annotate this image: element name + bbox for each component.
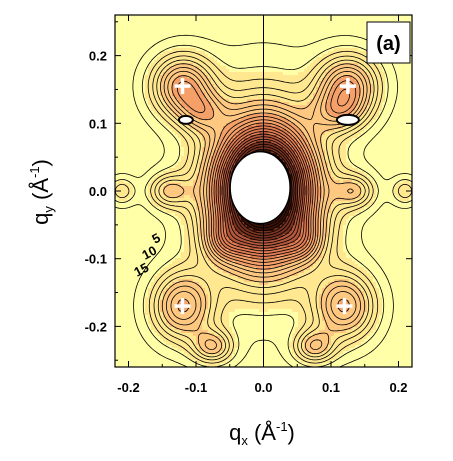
contour-level-labels: 5 10 15 bbox=[131, 230, 162, 280]
hole-left bbox=[177, 114, 194, 125]
contour-line-5 bbox=[160, 63, 371, 355]
x-axis-title: qx (Å-1) bbox=[229, 419, 295, 448]
x-tick-label-2: 0.0 bbox=[254, 380, 272, 395]
contour-line-13 bbox=[217, 128, 310, 254]
x-axis-title-unit: (Å bbox=[248, 420, 276, 445]
contour-line-16 bbox=[223, 136, 304, 246]
contour-line-12 bbox=[215, 125, 312, 257]
contour-line-19 bbox=[229, 143, 299, 239]
y-tick-label-2: 0.0 bbox=[89, 184, 107, 199]
contour-line-1 bbox=[115, 44, 412, 367]
contour-line-15 bbox=[221, 133, 306, 249]
x-axis-title-symbol: q bbox=[229, 420, 241, 445]
x-tick-label-0: -0.2 bbox=[117, 380, 139, 395]
contour-lines bbox=[115, 34, 412, 367]
hole-right bbox=[335, 113, 360, 126]
y-axis-title-unit: (Å bbox=[28, 178, 53, 206]
contour-line-10 bbox=[211, 88, 350, 263]
x-axis-title-subscript: x bbox=[241, 433, 248, 448]
contour-line-9 bbox=[176, 80, 357, 266]
contour-line-0 bbox=[115, 34, 412, 367]
x-tick-label-4: 0.2 bbox=[389, 380, 407, 395]
contour-line-7 bbox=[167, 70, 365, 320]
contour-line-11 bbox=[213, 122, 314, 260]
x-tick-label-1: -0.1 bbox=[185, 380, 207, 395]
x-tick-label-3: 0.1 bbox=[322, 380, 340, 395]
contour-level-label-10: 10 bbox=[139, 243, 159, 263]
contour-line-17 bbox=[225, 138, 302, 244]
contour-level-label-15: 15 bbox=[131, 260, 151, 280]
beamstop bbox=[229, 150, 291, 225]
overlays bbox=[174, 15, 360, 367]
panel-label: (a) bbox=[376, 33, 400, 55]
y-axis-title-close: ) bbox=[28, 159, 53, 166]
y-tick-label-3: -0.1 bbox=[85, 252, 107, 267]
contour-line-14 bbox=[219, 131, 308, 252]
y-tick-label-1: 0.1 bbox=[89, 116, 107, 131]
contour-line-2 bbox=[115, 50, 412, 364]
y-axis-title-subscript: y bbox=[41, 206, 56, 213]
contour-line-18 bbox=[227, 141, 300, 241]
contour-line-3 bbox=[152, 55, 379, 361]
x-axis-title-superscript: -1 bbox=[276, 419, 288, 434]
y-axis-title-symbol: q bbox=[28, 213, 53, 225]
y-tick-label-4: -0.2 bbox=[85, 319, 107, 334]
contour-line-4 bbox=[156, 59, 375, 358]
y-axis-title-superscript: -1 bbox=[27, 166, 42, 178]
panel-label-box: (a) bbox=[366, 21, 411, 64]
x-axis-title-close: ) bbox=[288, 420, 295, 445]
y-tick-label-0: 0.2 bbox=[89, 49, 107, 64]
y-axis-title: qy (Å-1) bbox=[27, 159, 56, 225]
axes: -0.2 -0.1 0.0 0.1 0.2 0.2 0.1 0.0 -0.1 -0.2 bbox=[85, 15, 412, 395]
